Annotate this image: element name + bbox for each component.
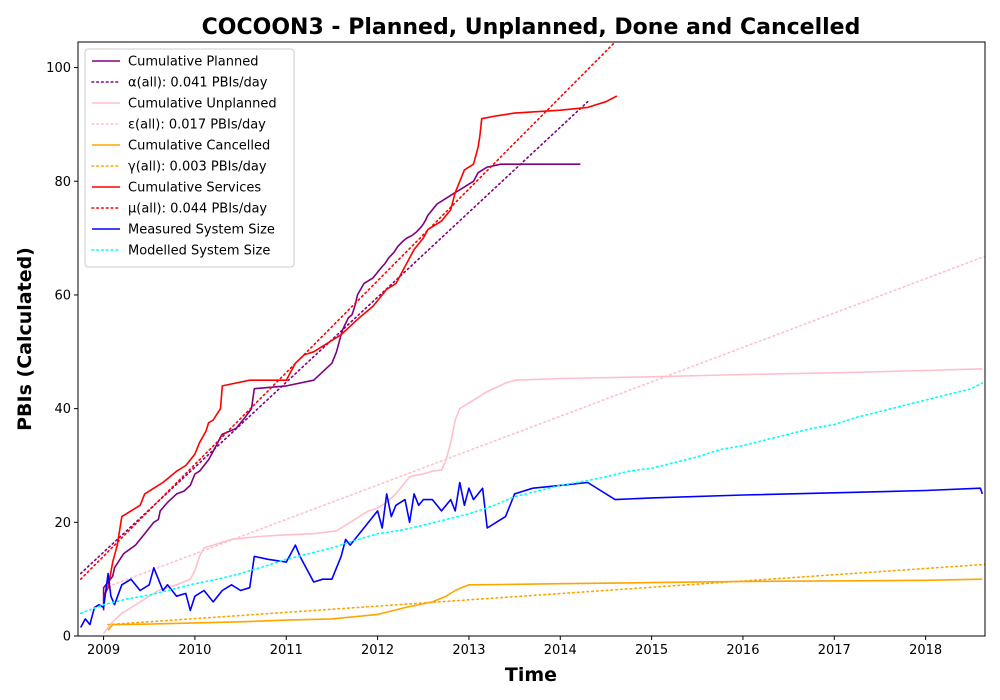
y-axis-label: PBIs (Calculated) <box>14 247 36 431</box>
x-tick-label: 2017 <box>818 643 851 658</box>
legend-entry: μ(all): 0.044 PBIs/day <box>128 202 267 217</box>
x-tick-label: 2013 <box>452 643 485 658</box>
series-line-4 <box>107 578 983 631</box>
legend-entry: Measured System Size <box>128 223 275 238</box>
plot-area <box>79 42 985 634</box>
x-tick-label: 2012 <box>361 643 394 658</box>
x-tick-label: 2015 <box>635 643 668 658</box>
y-tick-label: 100 <box>46 61 71 76</box>
y-axis: 0 20 40 60 80 100 <box>46 61 78 645</box>
x-tick-label: 2010 <box>178 643 211 658</box>
y-tick-label: 20 <box>54 516 71 531</box>
series-line-9 <box>79 382 984 615</box>
y-tick-label: 80 <box>54 175 71 190</box>
legend-entry: Cumulative Unplanned <box>128 97 277 112</box>
legend-entry: Cumulative Services <box>128 181 261 196</box>
y-tick-label: 40 <box>54 402 71 417</box>
legend-entry: ε(all): 0.017 PBIs/day <box>128 118 266 133</box>
chart-title: COCOON3 - Planned, Unplanned, Done and C… <box>202 15 861 40</box>
x-axis-label: Time <box>505 664 557 686</box>
x-tick-label: 2011 <box>270 643 303 658</box>
x-axis: 2009 2010 2011 2012 2013 2014 2015 2016 2017 2018 <box>87 636 942 658</box>
x-tick-label: 2018 <box>909 643 942 658</box>
series-line-2 <box>102 368 983 634</box>
legend-entry: Cumulative Planned <box>128 55 258 70</box>
series-line-6 <box>102 95 618 597</box>
legend-entry: γ(all): 0.003 PBIs/day <box>128 160 267 175</box>
y-tick-label: 60 <box>54 288 71 303</box>
legend-entry: Modelled System Size <box>128 244 270 259</box>
x-tick-label: 2009 <box>87 643 120 658</box>
x-tick-label: 2014 <box>544 643 577 658</box>
legend-box <box>84 48 295 268</box>
legend-entry: α(all): 0.041 PBIs/day <box>128 76 268 91</box>
x-tick-label: 2016 <box>726 643 759 658</box>
series-line-0 <box>102 163 581 611</box>
y-tick-label: 0 <box>63 630 71 645</box>
series-line-3 <box>107 255 985 588</box>
legend-entry: Cumulative Cancelled <box>128 139 270 154</box>
series-line-7 <box>79 42 616 581</box>
series-line-8 <box>79 481 984 628</box>
legend: Cumulative Planned α(all): 0.041 PBIs/day… <box>84 48 295 268</box>
plot-frame <box>77 41 986 637</box>
